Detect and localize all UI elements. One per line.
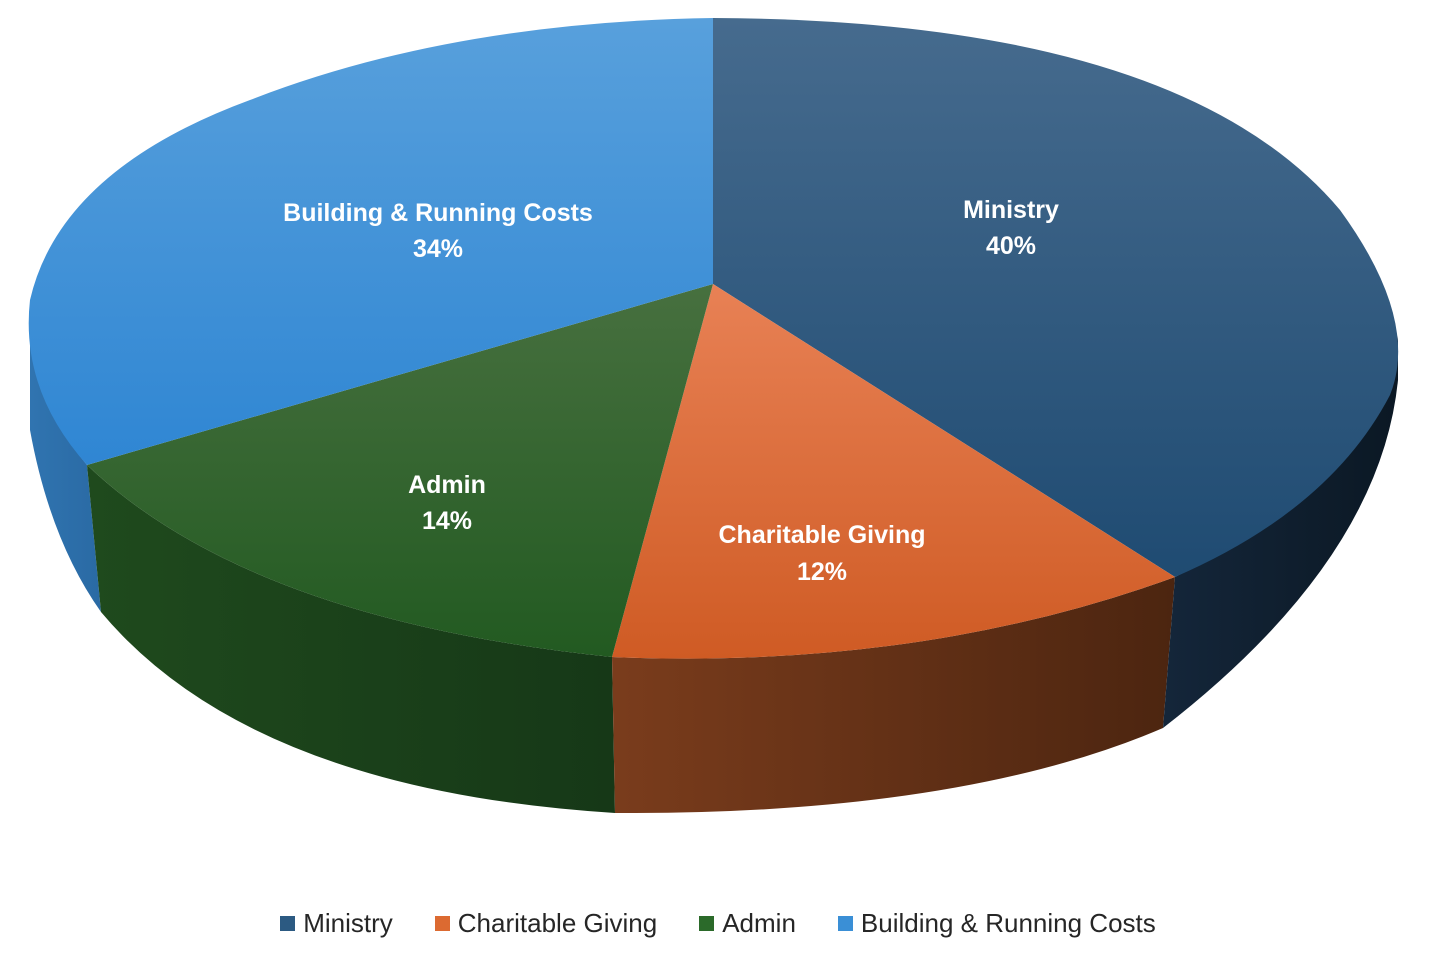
legend-swatch-ministry (280, 916, 296, 931)
legend-label-building-running-costs: Building & Running Costs (860, 908, 1156, 938)
legend-swatch-charitable-giving (434, 916, 450, 931)
pie-slices (28, 18, 1399, 659)
data-label-admin-value: 14% (422, 507, 472, 535)
slice-ministry (713, 18, 1399, 577)
legend-label-ministry: Ministry (303, 908, 393, 938)
slice-building-running-costs (28, 18, 714, 465)
data-label-admin-name: Admin (408, 471, 486, 499)
legend-label-charitable-giving: Charitable Giving (457, 908, 658, 938)
data-label-building-running-costs-value: 34% (413, 235, 463, 263)
slice-side-ministry (1163, 335, 1398, 728)
pie-sides (30, 330, 1398, 814)
slice-charitable-giving (612, 284, 1175, 659)
slice-admin (87, 284, 713, 657)
legend-item-charitable-giving: Charitable Giving (434, 908, 658, 939)
slice-side-admin (87, 465, 615, 813)
data-label-ministry-name: Ministry (963, 196, 1059, 224)
legend-swatch-admin (699, 916, 715, 931)
legend-item-ministry: Ministry (280, 908, 393, 939)
data-label-charitable-giving-name: Charitable Giving (719, 521, 926, 549)
data-label-ministry-value: 40% (986, 232, 1036, 260)
legend-item-admin: Admin (699, 908, 796, 939)
data-label-charitable-giving-value: 12% (797, 558, 847, 586)
slice-labels: Ministry 40% Charitable Giving 12% Admin… (283, 196, 1059, 586)
chart-legend: Ministry Charitable Giving Admin Buildin… (0, 908, 1436, 939)
legend-swatch-building-running-costs (837, 916, 853, 931)
legend-label-admin: Admin (722, 908, 796, 938)
slice-side-charity (612, 577, 1175, 814)
legend-item-building-running-costs: Building & Running Costs (837, 908, 1156, 939)
data-label-building-running-costs-name: Building & Running Costs (283, 199, 593, 227)
